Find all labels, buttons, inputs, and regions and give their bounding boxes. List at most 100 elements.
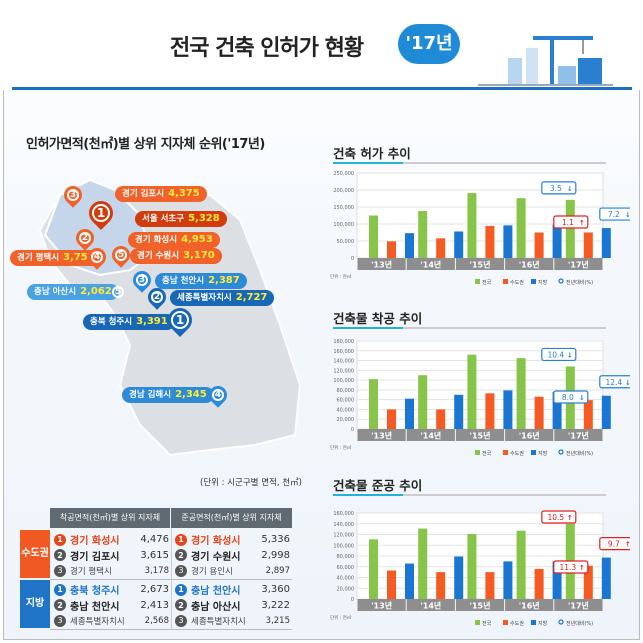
change-value: 11.3 [559, 563, 576, 572]
y-tick-label: 120,000 [333, 533, 354, 539]
table-row: 1 경기 화성시 4,476 [54, 532, 169, 547]
rank-badge: 3 [175, 614, 187, 627]
arrow-up-icon: ↑ [625, 541, 630, 549]
bar-전국-1 [418, 375, 428, 429]
region-name: 경기 김포시 [122, 189, 165, 199]
change-callout [553, 560, 589, 574]
pin-rank: 4 [91, 251, 103, 263]
region-value: 2,413 [140, 599, 169, 611]
map-label-capital-4: 경기 평택시 3,752 [10, 250, 102, 266]
region-name: 경기 화성시 [135, 235, 178, 245]
bar-지방-1 [454, 394, 464, 429]
region-value: 3,752 [63, 252, 95, 263]
region-name: 경기 용인시 [191, 566, 233, 577]
x-tick-label: '14년 [420, 601, 441, 611]
region-name: 충북 청주시 [90, 317, 133, 327]
y-tick-label: 80,000 [337, 554, 355, 560]
region-name: 충남 천안시 [162, 276, 205, 286]
region-value: 2,998 [261, 549, 290, 561]
arrow-down-icon: ↓ [625, 379, 630, 387]
pin-rank: 3 [67, 189, 79, 201]
legend-label: 수도권 [510, 450, 524, 457]
region-name: 서울 서초구 [142, 214, 185, 224]
change-value: 10.5 [547, 513, 564, 522]
legend-label: 전국 [482, 279, 492, 286]
bar-전국-1 [418, 528, 428, 599]
y-tick-label: 60,000 [337, 565, 355, 571]
y-tick-label: 120,000 [333, 368, 354, 374]
x-axis-band [554, 599, 603, 611]
change-value: 9.7 [608, 540, 620, 549]
bar-전국-3 [516, 198, 526, 258]
region-name: 경기 화성시 [191, 536, 241, 547]
rank-badge: 1 [175, 583, 187, 596]
y-tick-label: 150,000 [333, 205, 354, 211]
region-value: 3,178 [144, 565, 169, 576]
rank-badge: 1 [175, 533, 187, 546]
table-row: 1 충남 천안시 3,360 [175, 582, 290, 597]
change-callout [599, 207, 630, 221]
region-value: 2,387 [208, 275, 240, 286]
construction-crane-illustration [478, 36, 613, 86]
y-tick-label: 200,000 [333, 188, 354, 194]
legend-label: 전국 [482, 620, 492, 627]
region-name: 경기 화성시 [70, 536, 120, 547]
change-callout [553, 215, 589, 229]
row-group-label: 지방 [20, 580, 50, 628]
y-tick-label: 20,000 [337, 586, 355, 592]
chart-title-underline [333, 327, 606, 329]
table-row: 1 경기 화성시 5,336 [175, 532, 290, 547]
x-tick-label: '17년 [568, 431, 589, 441]
legend-swatch [531, 620, 536, 625]
bar-전국-3 [516, 530, 526, 599]
legend-swatch [503, 620, 508, 625]
region-name: 경기 평택시 [17, 253, 60, 263]
region-value: 2,345 [175, 389, 207, 400]
table-row: 2 경기 수원시 2,998 [175, 548, 290, 563]
bar-전국-0 [369, 379, 378, 429]
legend-swatch [475, 620, 480, 625]
legend-swatch [503, 279, 508, 284]
x-axis-band [357, 429, 406, 441]
bar-전국-0 [369, 215, 378, 258]
region-value: 5,328 [188, 213, 220, 224]
bar-지방-0 [405, 398, 414, 429]
region-name: 세종특별자치시 [191, 616, 246, 627]
change-callout [541, 347, 577, 362]
table-row: 2 경기 김포시 3,615 [54, 548, 169, 563]
y-tick-label: 180,000 [333, 339, 354, 345]
table-header-complete: 준공면적(천㎡)별 상위 지자체 [171, 508, 292, 528]
rank-badge: 3 [175, 564, 187, 577]
map-label-local-3: 충남 천안시 2,387 [155, 273, 247, 289]
region-name: 경기 수원시 [137, 251, 180, 261]
bar-chart: 0 50,000 100,000 150,000 200,000 250,000 '13년 '… [330, 171, 630, 286]
bar-수도권-3 [534, 232, 544, 258]
pin-rank: 3 [136, 274, 148, 286]
bar-지방-3 [552, 561, 562, 599]
x-axis-band [505, 429, 554, 441]
unit-label: 단위 : 천㎡ [330, 444, 352, 451]
x-axis-band [505, 258, 554, 270]
bar-수도권-1 [436, 238, 446, 258]
x-tick-label: '16년 [519, 431, 540, 441]
rank-badge: 3 [54, 564, 66, 577]
bar-전국-0 [369, 539, 378, 599]
rank-badge: 2 [54, 549, 66, 561]
region-value: 2,568 [144, 615, 169, 626]
region-value: 3,170 [183, 250, 215, 261]
bar-지방-4 [601, 557, 611, 599]
region-name: 경기 김포시 [70, 551, 120, 563]
unit-label: 단위 : 천㎡ [330, 614, 352, 621]
region-value: 4,953 [181, 234, 213, 245]
table-row: 3 세종특별자치시 3,215 [175, 613, 290, 628]
y-tick-label: 100,000 [333, 543, 354, 549]
rank-badge: 3 [54, 614, 66, 627]
x-tick-label: '14년 [420, 431, 441, 441]
region-value: 5,336 [261, 534, 290, 545]
rank-badge: 1 [54, 583, 66, 596]
legend-label: 전년대비(%) [566, 279, 593, 286]
x-axis-band [554, 258, 603, 270]
table-row: 2 충남 천안시 2,413 [54, 598, 169, 613]
region-name: 충남 천안시 [191, 586, 241, 597]
bar-지방-3 [552, 224, 562, 258]
